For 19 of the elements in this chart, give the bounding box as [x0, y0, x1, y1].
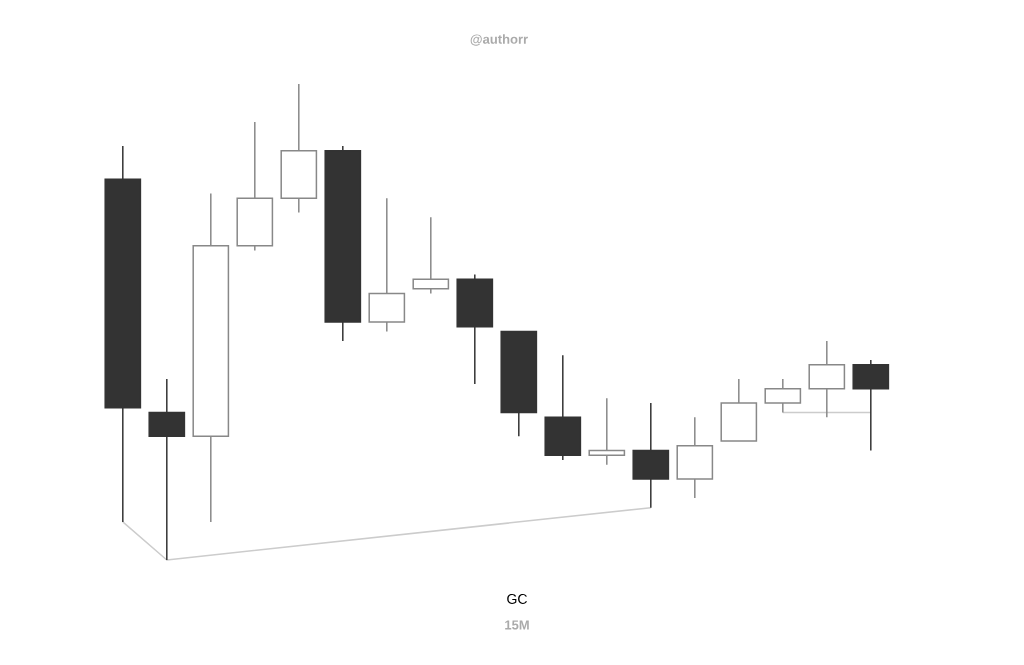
candlestick — [808, 340, 846, 418]
candlestick — [456, 273, 494, 385]
candlestick — [588, 397, 626, 466]
candlestick — [676, 416, 714, 499]
text: @authorr — [470, 34, 528, 46]
candlestick — [148, 378, 186, 561]
candlestick — [192, 192, 230, 523]
candlestick — [764, 378, 802, 414]
candlestick — [852, 359, 890, 452]
candlestick — [632, 402, 670, 509]
candlestick — [412, 216, 450, 295]
text: 15M — [505, 620, 529, 630]
text: GC — [507, 594, 527, 604]
candlestick — [544, 354, 582, 461]
candlestick — [324, 145, 362, 342]
candlestick — [368, 197, 406, 333]
candlestick — [236, 121, 274, 252]
candlestick — [104, 145, 142, 523]
candlestick — [280, 83, 318, 214]
